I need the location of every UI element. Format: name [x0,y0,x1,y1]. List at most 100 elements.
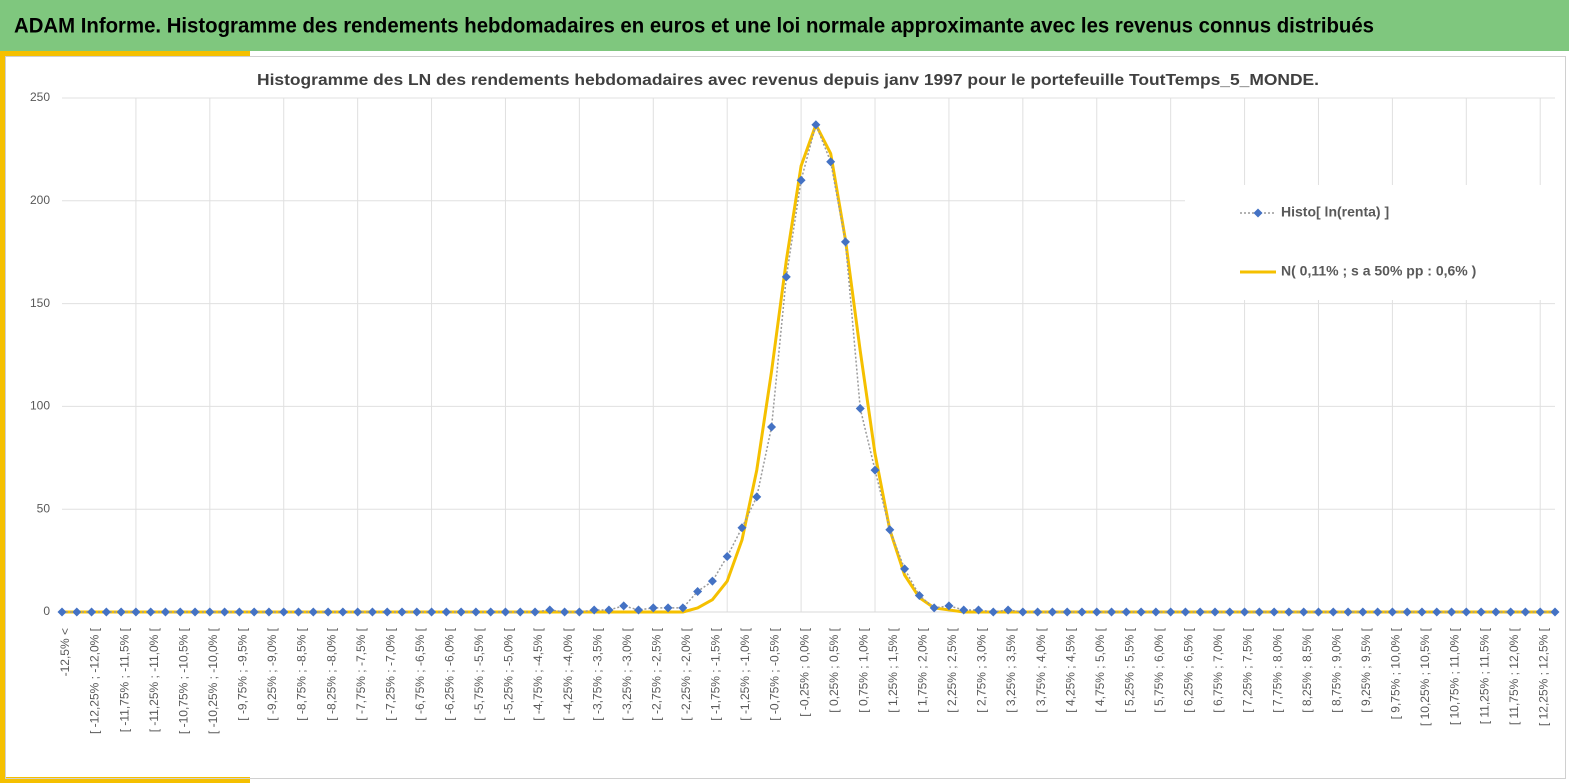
marker [648,603,658,613]
x-tick-label: [ -11,75% ; -11,5% [ [117,627,131,732]
x-tick-label: [ 1,75% ; 2,0% [ [916,627,930,712]
marker [249,607,259,617]
marker [619,601,629,611]
marker [707,576,717,586]
marker [220,607,230,617]
marker [1047,607,1057,617]
marker [412,607,422,617]
x-tick-label: [ -11,25% ; -11,0% [ [147,627,161,732]
x-tick-label: [ -4,25% ; -4,0% [ [561,627,575,720]
x-tick-label: [ -7,25% ; -7,0% [ [383,627,397,720]
marker [693,586,703,596]
marker [560,607,570,617]
x-tick-label: [ -3,75% ; -3,5% [ [590,627,604,720]
y-tick-label: 0 [43,604,50,618]
marker [914,591,924,601]
x-tick-label: [ -4,75% ; -4,5% [ [531,627,545,720]
marker [1077,607,1087,617]
marker [1387,607,1397,617]
marker [781,272,791,282]
x-tick-label: [ 4,25% ; 4,5% [ [1063,627,1077,712]
marker [944,601,954,611]
x-tick-label: [ 2,25% ; 2,5% [ [945,627,959,712]
marker [1136,607,1146,617]
accent [0,51,250,56]
marker [900,564,910,574]
legend-symbol [1253,208,1263,218]
marker [634,605,644,615]
marker [160,607,170,617]
chart-border [5,56,1566,779]
x-tick-label: [ 7,75% ; 8,0% [ [1270,627,1284,712]
marker [1284,607,1294,617]
x-tick-label: [ -7,75% ; -7,5% [ [354,627,368,720]
marker [308,607,318,617]
x-tick-label: [ 5,75% ; 6,0% [ [1152,627,1166,712]
marker [767,422,777,432]
marker [1254,607,1264,617]
marker [1299,607,1309,617]
marker [1195,607,1205,617]
marker [722,551,732,561]
marker [175,607,185,617]
x-tick-label: [ 10,25% ; 10,5% [ [1418,627,1432,726]
y-tick-label: 100 [30,399,50,413]
y-tick-label: 50 [37,501,51,515]
marker [826,157,836,167]
marker [87,607,97,617]
accent [0,51,5,783]
marker [1240,607,1250,617]
marker [885,525,895,535]
marker [441,607,451,617]
marker [353,607,363,617]
marker [1447,607,1457,617]
x-tick-label: [ 0,25% ; 0,5% [ [827,627,841,712]
marker [338,607,348,617]
marker [116,607,126,617]
chart-title: Histogramme des LN des rendements hebdom… [257,72,1319,89]
marker [1121,607,1131,617]
marker [471,607,481,617]
marker [545,605,555,615]
marker [146,607,156,617]
x-tick-label: [ -12,25% ; -12,0% [ [88,627,102,734]
y-tick-label: 250 [30,90,50,104]
marker [279,607,289,617]
marker [190,607,200,617]
marker [589,605,599,615]
x-tick-label: [ -9,75% ; -9,5% [ [236,627,250,720]
marker [1535,607,1545,617]
x-tick-label: [ 9,25% ; 9,5% [ [1359,627,1373,712]
grid [62,97,1555,613]
x-tick-label: [ 8,25% ; 8,5% [ [1300,627,1314,712]
marker [1180,607,1190,617]
marker [1166,607,1176,617]
marker [574,607,584,617]
marker [737,523,747,533]
marker [1062,607,1072,617]
marker [1432,607,1442,617]
legend-label: Histo[ ln(renta) ] [1281,204,1389,220]
marker [1506,607,1516,617]
legend-label: N( 0,11% ; s a 50% pp : 0,6% ) [1281,263,1476,279]
marker [530,607,540,617]
x-tick-label: [ 11,75% ; 12,0% [ [1507,627,1521,725]
marker [57,607,67,617]
x-tick-label: [ -1,75% ; -1,5% [ [709,627,723,720]
x-tick-label: [ 3,75% ; 4,0% [ [1034,627,1048,712]
marker [1417,607,1427,617]
marker [811,120,821,130]
marker [988,607,998,617]
x-tick-label: [ -8,25% ; -8,0% [ [324,627,338,720]
x-tick-label: [ -9,25% ; -9,0% [ [265,627,279,720]
marker [1402,607,1412,617]
x-tick-label: [ -3,25% ; -3,0% [ [620,627,634,720]
marker [1003,605,1013,615]
marker [796,175,806,185]
x-tick-label: [ 1,25% ; 1,5% [ [886,627,900,712]
y-tick-label: 150 [30,296,50,310]
marker [678,603,688,613]
page-title: ADAM Informe. Histogramme des rendements… [14,15,1374,38]
marker [486,607,496,617]
